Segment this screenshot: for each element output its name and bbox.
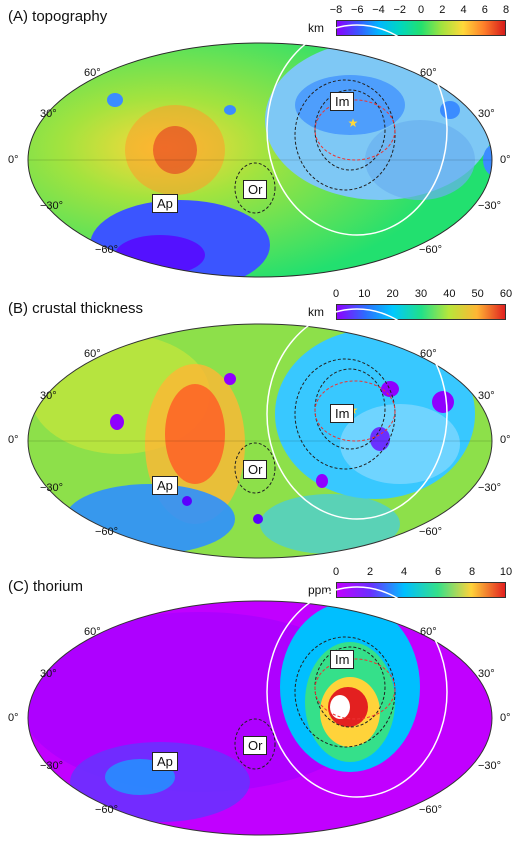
lat-label-right: −30°	[478, 200, 502, 212]
colorbar-tick-label: 8	[502, 4, 510, 16]
lat-label-right: 30°	[478, 390, 495, 402]
colorbar-tick-label: 6	[481, 4, 488, 16]
lat-label-right: 60°	[420, 626, 437, 638]
lat-label-right: 60°	[420, 67, 437, 79]
lat-label-right: 0°	[500, 712, 511, 724]
panel-crustal-thickness: (B) crustal thickness 0 10 20 30 40 50 60 km	[0, 284, 519, 564]
panel-title: (A) topography	[8, 8, 108, 25]
colorbar-tick-label: 30	[414, 288, 428, 300]
colorbar-tick-label: 0	[417, 4, 425, 16]
svg-text:★: ★	[348, 116, 359, 130]
colorbar: 0 2 4 6 8 10 ppm	[296, 566, 516, 606]
colorbar-ticks: 0 2 4 6 8 10	[332, 566, 512, 582]
lat-label-right: 0°	[500, 434, 511, 446]
colorbar-tick-label: 50	[471, 288, 484, 300]
lat-label-left: 30°	[40, 108, 57, 120]
colorbar-tick-label: 40	[443, 288, 456, 300]
colorbar-tick-label: −2	[393, 4, 407, 16]
colorbar: 0 10 20 30 40 50 60 km	[296, 288, 516, 328]
lat-label-right: 30°	[478, 668, 495, 680]
region-label-im: Im	[330, 650, 355, 669]
colorbar-ticks: −8 −6 −4 −2 0 2 4 6 8	[330, 4, 510, 20]
lat-label-right: −60°	[419, 526, 443, 538]
lat-label-right: 0°	[500, 154, 511, 166]
crustal-thickness-map: ★	[27, 308, 493, 559]
lat-label-left: 60°	[84, 626, 101, 638]
panel-topography: (A) topography −8 −6 −4 −2 0 2 4 6 8 km	[0, 0, 519, 280]
lat-label-left: 30°	[40, 668, 57, 680]
colorbar-tick-label: 60	[499, 288, 513, 300]
panel-thorium: (C) thorium 0 2 4 6 8 10 ppm 60° 30° 0° −30° …	[0, 562, 519, 842]
region-label-im: Im	[330, 404, 355, 423]
colorbar-tick-label: −8	[329, 4, 343, 16]
colorbar-unit: km	[308, 305, 324, 319]
colorbar-tick-label: 0	[332, 566, 340, 578]
region-label-or: Or	[243, 460, 268, 479]
colorbar-tick-label: 2	[366, 566, 374, 578]
lat-label-left: 0°	[8, 434, 19, 446]
colorbar: −8 −6 −4 −2 0 2 4 6 8 km	[296, 4, 516, 44]
lat-label-right: −30°	[478, 760, 502, 772]
lat-label-left: −60°	[95, 804, 119, 816]
lat-label-right: 30°	[478, 108, 495, 120]
thorium-map	[27, 586, 493, 836]
colorbar-tick-label: 8	[468, 566, 476, 578]
lat-label-left: 60°	[84, 67, 101, 79]
colorbar-tick-label: 6	[434, 566, 442, 578]
panel-title: (C) thorium	[8, 578, 84, 595]
topography-map: ★	[27, 24, 493, 278]
colorbar-tick-label: 4	[460, 4, 467, 16]
lat-label-right: −60°	[419, 244, 443, 256]
lat-label-left: 0°	[8, 154, 19, 166]
lat-label-right: −30°	[478, 482, 502, 494]
lat-label-left: 0°	[8, 712, 19, 724]
colorbar-ticks: 0 10 20 30 40 50 60	[332, 288, 512, 304]
colorbar-tick-label: 4	[400, 566, 408, 578]
lat-label-left: 30°	[40, 390, 57, 402]
lat-label-left: −30°	[40, 760, 64, 772]
region-label-or: Or	[243, 180, 268, 199]
colorbar-tick-label: 0	[332, 288, 340, 300]
lat-label-right: −60°	[419, 804, 443, 816]
colorbar-tick-label: −4	[372, 4, 385, 16]
region-label-ap: Ap	[152, 194, 178, 213]
lat-label-left: −30°	[40, 200, 64, 212]
region-label-or: Or	[243, 736, 268, 755]
lat-label-left: −60°	[95, 526, 119, 538]
colorbar-tick-label: 10	[499, 566, 513, 578]
panel-title: (B) crustal thickness	[8, 300, 144, 317]
colorbar-unit: km	[308, 21, 324, 35]
lat-label-right: 60°	[420, 348, 437, 360]
colorbar-tick-label: 10	[358, 288, 371, 300]
colorbar-tick-label: 2	[439, 4, 446, 16]
colorbar-tick-label: 20	[386, 288, 399, 300]
lat-label-left: 60°	[84, 348, 101, 360]
colorbar-tick-label: −6	[350, 4, 364, 16]
lat-label-left: −30°	[40, 482, 64, 494]
region-label-ap: Ap	[152, 476, 178, 495]
region-label-im: Im	[330, 92, 355, 111]
lat-label-left: −60°	[95, 244, 119, 256]
region-label-ap: Ap	[152, 752, 178, 771]
